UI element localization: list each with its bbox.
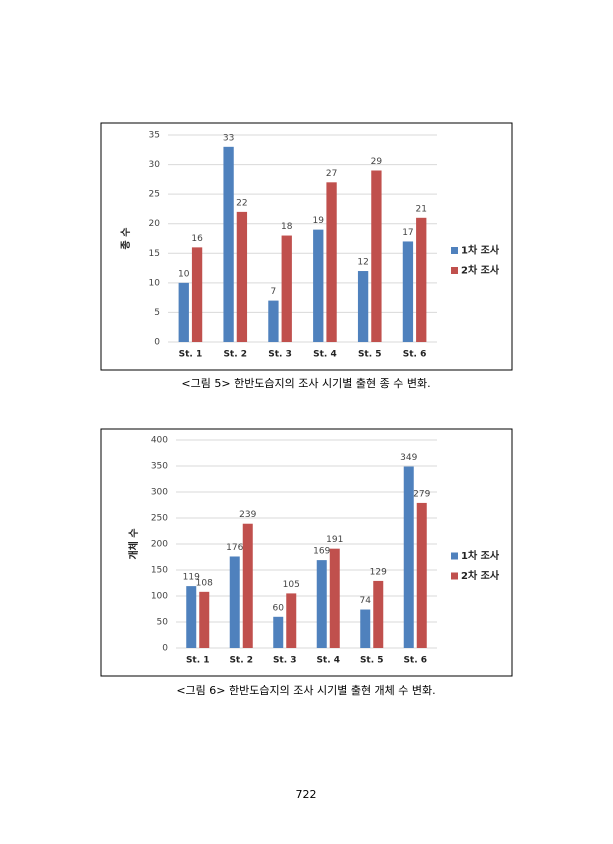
x-tick-label: St. 2 [229,656,253,666]
bar [360,609,371,648]
legend-label: 2차 조사 [461,264,500,277]
y-tick-label: 300 [151,488,168,498]
bar [357,271,369,342]
data-label: 7 [271,287,277,297]
legend-swatch [451,572,458,580]
y-tick-label: 30 [149,160,161,170]
y-tick-label: 350 [151,462,168,472]
y-tick-label: 50 [157,618,169,628]
bar [402,241,414,342]
bar [178,282,189,342]
y-tick-label: 200 [151,540,168,550]
legend-swatch [451,247,458,254]
x-tick-label: St. 5 [358,350,382,360]
x-tick-label: St. 4 [313,350,337,360]
data-label: 10 [178,269,190,279]
bar [313,229,324,342]
chart-frame [100,122,513,371]
data-label: 22 [236,198,247,208]
y-tick-label: 15 [149,249,160,259]
data-label: 74 [360,596,372,606]
x-tick-label: St. 6 [403,350,427,360]
x-tick-label: St. 1 [179,350,203,360]
y-tick-label: 0 [154,338,160,348]
bar [316,560,327,648]
y-tick-label: 25 [149,190,160,200]
y-axis-label: 종 수 [120,228,132,250]
bar [416,217,427,342]
bar [273,616,284,648]
legend-label: 1차 조사 [461,244,500,257]
x-tick-label: St. 3 [268,350,292,360]
y-tick-label: 0 [162,644,168,654]
data-label: 279 [413,489,430,499]
data-label: 60 [273,603,285,613]
bar [286,593,297,648]
bar [371,170,382,342]
bar [236,211,248,342]
data-label: 105 [283,580,300,590]
chart-frame [100,428,513,677]
legend-swatch [451,552,458,560]
bar [229,556,240,648]
data-label: 21 [416,204,427,214]
y-tick-label: 35 [149,131,160,141]
data-label: 27 [326,169,337,179]
data-label: 176 [226,543,243,553]
data-label: 191 [326,535,343,545]
x-tick-label: St. 5 [360,656,384,666]
data-label: 349 [400,453,417,463]
data-label: 19 [313,216,325,226]
x-tick-label: St. 3 [273,656,297,666]
y-tick-label: 100 [151,592,168,602]
data-label: 169 [313,547,330,557]
data-label: 17 [402,228,413,238]
bar [223,146,234,342]
bar [373,580,384,648]
x-tick-label: St. 6 [403,656,427,666]
bar [186,586,197,648]
data-label: 108 [196,578,213,588]
y-tick-label: 150 [151,566,168,576]
x-tick-label: St. 4 [316,656,340,666]
bar [242,523,253,648]
data-label: 29 [371,157,383,167]
legend-label: 1차 조사 [461,549,500,562]
bar [281,235,292,342]
y-tick-label: 250 [151,514,168,524]
bar [326,182,337,342]
data-label: 129 [370,567,387,577]
x-tick-label: St. 1 [186,656,210,666]
caption: <그림 6> 한반도습지의 조사 시기별 출현 개체 수 변화. [176,684,435,697]
data-label: 12 [357,258,368,268]
y-tick-label: 5 [154,308,160,318]
bar [329,548,340,648]
bar [416,502,427,648]
bar [191,247,203,342]
data-label: 18 [281,222,293,232]
x-tick-label: St. 2 [223,350,247,360]
data-label: 119 [183,573,200,583]
data-label: 16 [191,234,203,244]
y-tick-label: 400 [151,436,168,446]
bar [268,300,279,342]
data-label: 239 [239,510,256,520]
y-tick-label: 20 [149,219,161,229]
legend-swatch [451,267,458,274]
y-axis-label: 개체 수 [127,528,140,559]
bar [403,466,414,648]
y-tick-label: 10 [149,278,161,288]
page-number: 722 [296,788,317,801]
data-label: 33 [223,133,234,143]
legend-label: 2차 조사 [461,569,500,582]
caption: <그림 5> 한반도습지의 조사 시기별 출현 종 수 변화. [181,377,430,390]
bar [199,591,210,648]
